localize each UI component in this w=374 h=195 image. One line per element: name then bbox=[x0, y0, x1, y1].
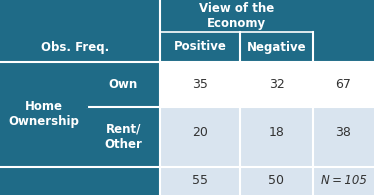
Text: 50: 50 bbox=[269, 175, 285, 188]
Bar bbox=[160, 107, 240, 167]
Text: 38: 38 bbox=[335, 126, 352, 138]
Bar bbox=[0, 32, 374, 62]
Text: 32: 32 bbox=[269, 78, 284, 91]
Bar bbox=[240, 107, 313, 167]
Text: Home
Ownership: Home Ownership bbox=[8, 100, 79, 129]
Text: Negative: Negative bbox=[247, 41, 306, 53]
Text: 55: 55 bbox=[192, 175, 208, 188]
Bar bbox=[240, 62, 313, 107]
Text: Obs. Freq.: Obs. Freq. bbox=[41, 41, 109, 53]
Text: 67: 67 bbox=[335, 78, 352, 91]
Bar bbox=[160, 62, 240, 107]
Bar bbox=[0, 0, 374, 32]
Bar bbox=[313, 62, 374, 107]
Bar bbox=[313, 107, 374, 167]
Text: 35: 35 bbox=[192, 78, 208, 91]
Bar bbox=[240, 167, 313, 195]
Text: Own: Own bbox=[109, 78, 138, 91]
Bar bbox=[160, 167, 240, 195]
Bar bbox=[0, 167, 160, 195]
Bar bbox=[313, 167, 374, 195]
Bar bbox=[87, 62, 160, 107]
Text: Positive: Positive bbox=[174, 41, 226, 53]
Text: Rent/
Other: Rent/ Other bbox=[105, 123, 142, 151]
Text: 20: 20 bbox=[192, 126, 208, 138]
Text: N = 105: N = 105 bbox=[321, 175, 367, 188]
Bar bbox=[87, 107, 160, 167]
Text: View of the
Economy: View of the Economy bbox=[199, 2, 274, 30]
Bar bbox=[0, 62, 87, 167]
Text: 18: 18 bbox=[269, 126, 285, 138]
